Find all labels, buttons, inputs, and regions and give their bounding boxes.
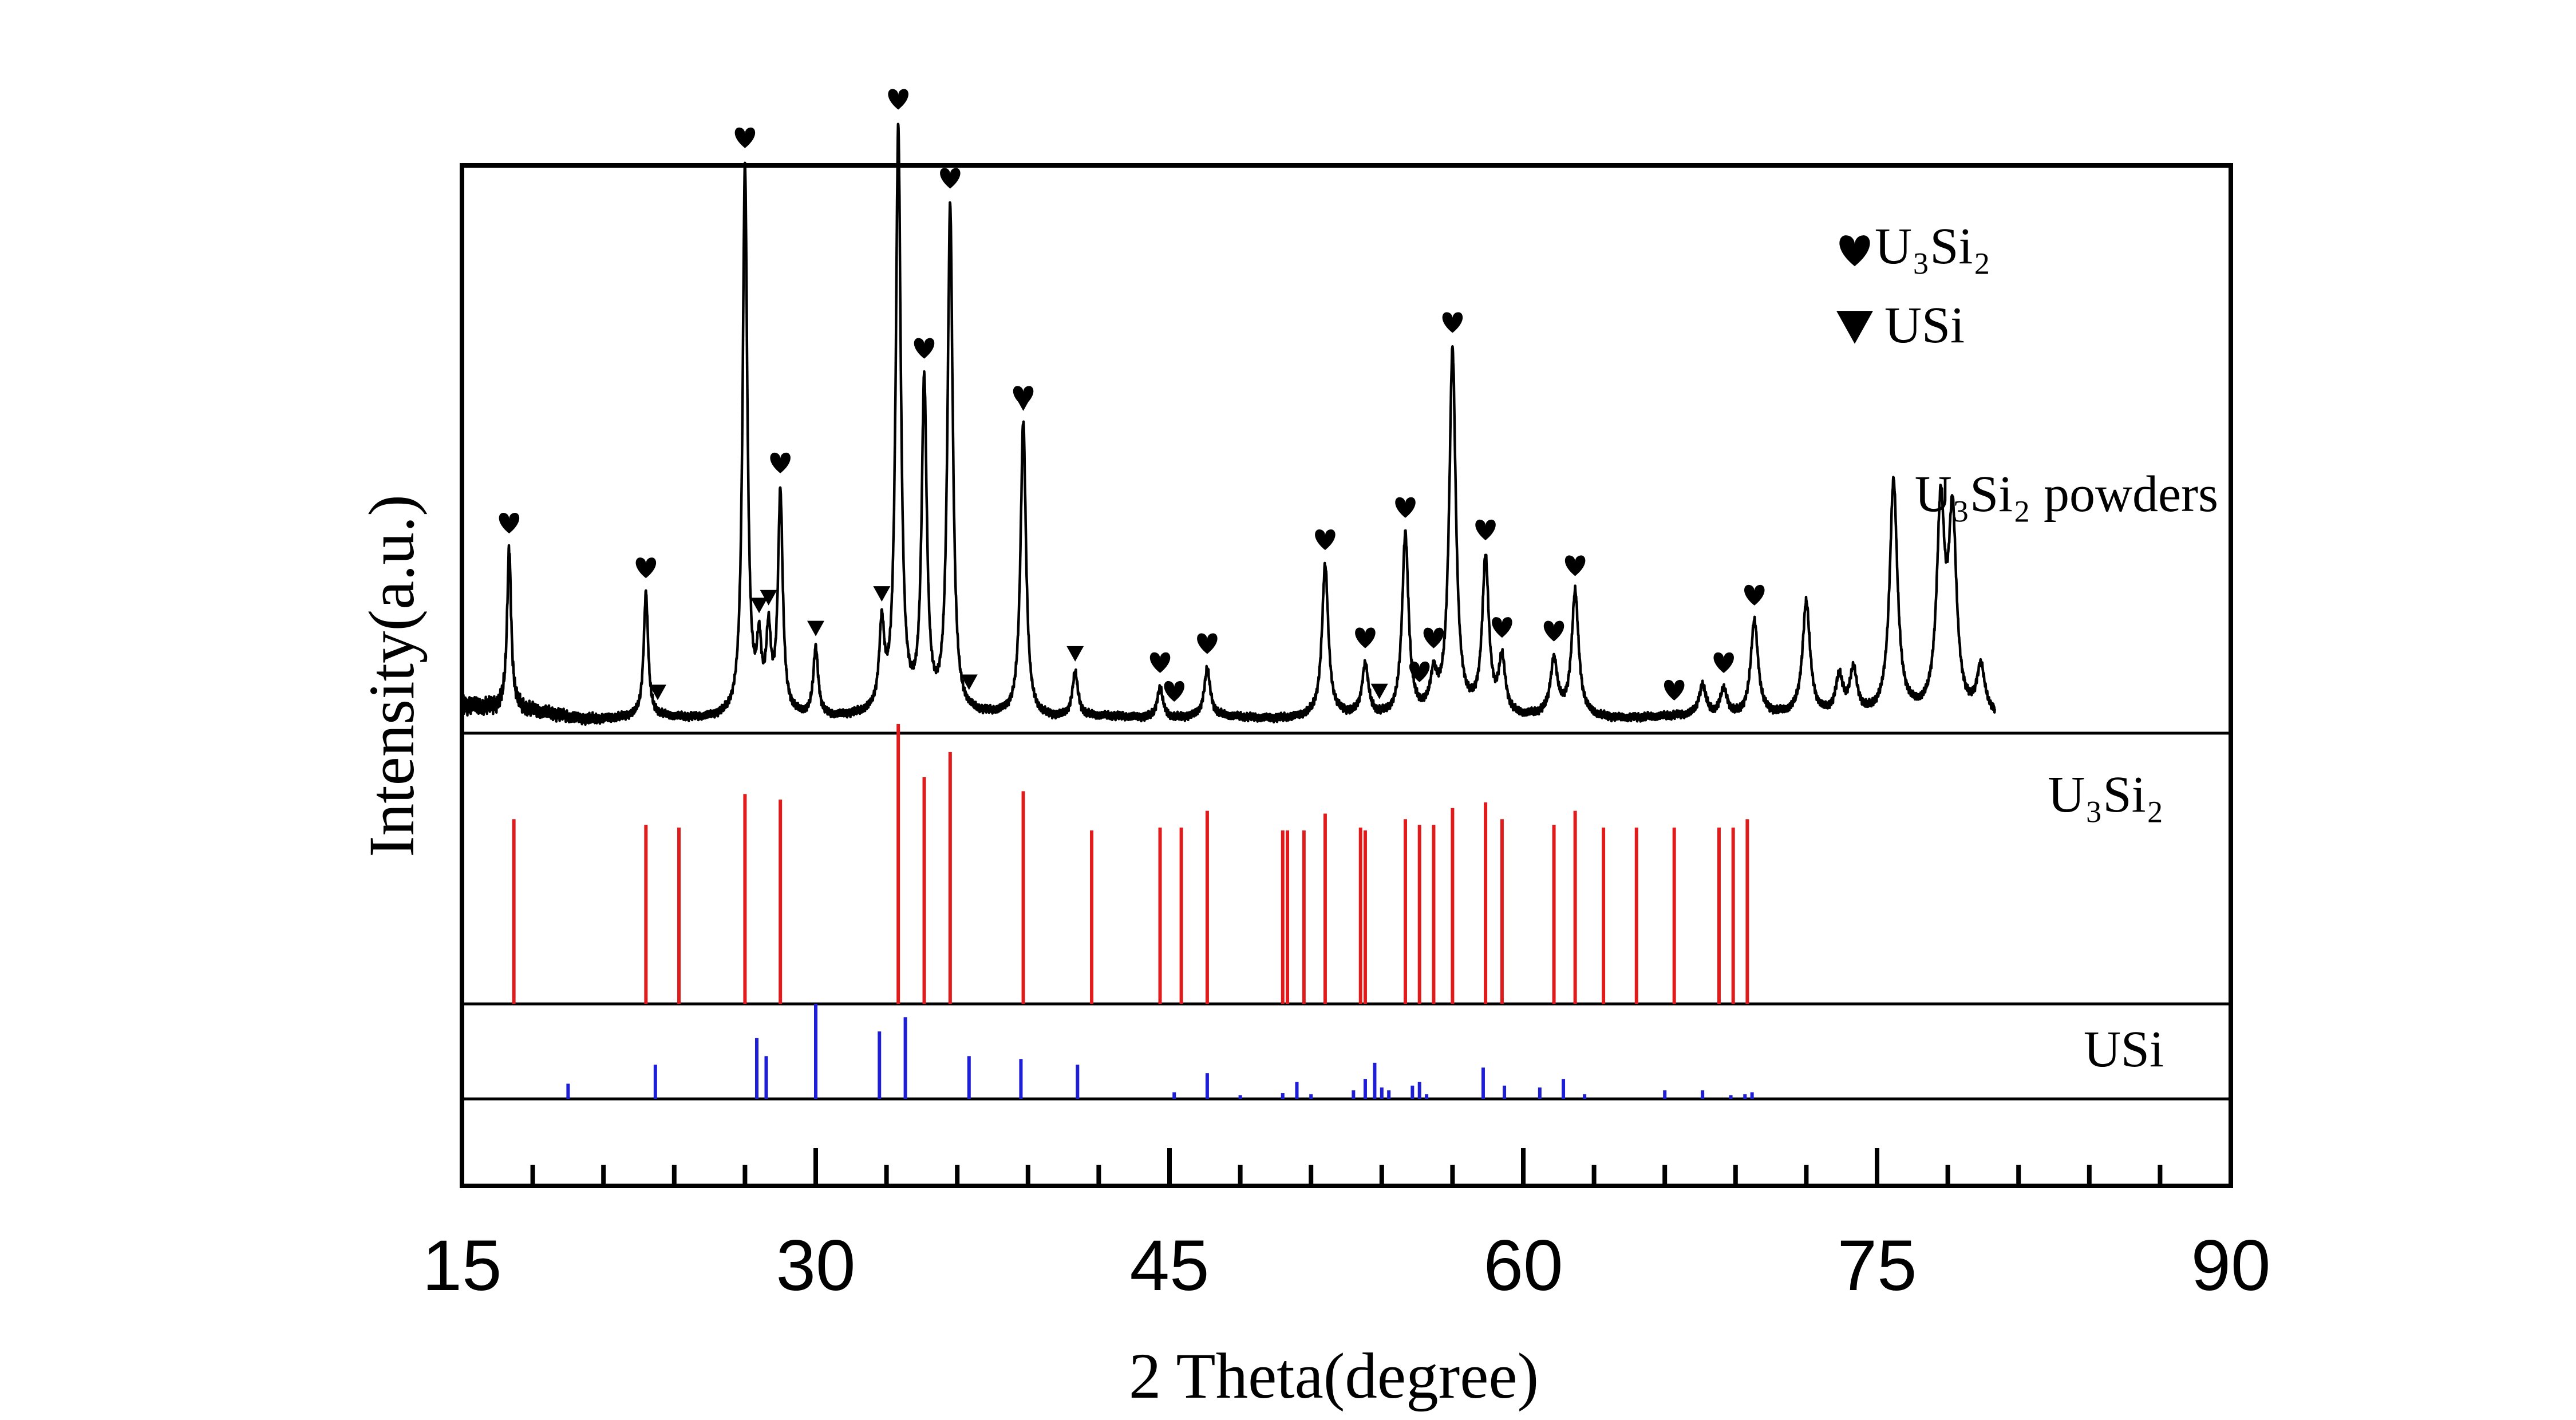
u3si2-heart-marker-22 [1664, 679, 1685, 701]
u3si2-heart-marker-11 [1197, 633, 1218, 654]
legend-heart-marker [1839, 235, 1870, 267]
u3si2-heart-marker-24 [1744, 584, 1765, 606]
usi-triangle-marker-5 [873, 586, 891, 602]
x-axis-ticks [460, 1148, 2233, 1186]
phase-markers [499, 89, 1765, 702]
usi-triangle-marker-7 [1014, 395, 1032, 412]
u3si2-heart-marker-1 [499, 513, 520, 534]
plot-frame [460, 163, 2233, 1188]
u3si2-heart-marker-4 [770, 452, 791, 473]
measured-pattern [460, 122, 1996, 726]
u3si2-reference-sticks [512, 724, 1749, 1004]
usi-reference-sticks [566, 1004, 1754, 1099]
usi-triangle-marker-4 [807, 620, 824, 636]
u3si2-heart-marker-19 [1492, 617, 1512, 638]
u3si2-heart-marker-10 [1164, 681, 1184, 702]
panel-label-powders: U₃Si₂ powders [1915, 466, 2218, 523]
usi-triangle-marker-1 [649, 685, 666, 701]
legend-label-u3si2: U₃Si₂ [1875, 218, 1991, 275]
pattern-line [460, 122, 1996, 726]
legend-label-usi: USi [1884, 297, 1965, 354]
u3si2-heart-marker-5 [888, 89, 908, 110]
panel-label-usi: USi [2084, 1021, 2164, 1078]
legend-triangle-marker [1836, 311, 1873, 344]
u3si2-heart-marker-7 [940, 168, 961, 189]
u3si2-heart-marker-20 [1543, 620, 1564, 642]
u3si2-heart-marker-13 [1355, 627, 1376, 648]
u3si2-heart-marker-14 [1395, 497, 1416, 518]
u3si2-heart-marker-9 [1149, 652, 1171, 673]
usi-triangle-marker-6 [960, 674, 978, 690]
y-axis-label: Intensity(a.u.) [356, 495, 428, 857]
x-tick-label-30: 30 [776, 1226, 855, 1306]
x-tick-label-90: 90 [2191, 1226, 2270, 1306]
usi-triangle-marker-2 [750, 598, 768, 614]
u3si2-heart-marker-16 [1423, 627, 1444, 648]
u3si2-heart-marker-15 [1409, 661, 1430, 682]
u3si2-heart-marker-17 [1442, 312, 1463, 333]
u3si2-heart-marker-18 [1475, 519, 1496, 540]
x-tick-label-15: 15 [422, 1226, 501, 1306]
u3si2-heart-marker-21 [1564, 555, 1586, 576]
x-axis-label: 2 Theta(degree) [1129, 1340, 1539, 1412]
x-tick-label-75: 75 [1837, 1226, 1917, 1306]
usi-triangle-marker-3 [760, 590, 777, 606]
u3si2-heart-marker-6 [914, 338, 935, 359]
panel-label-u3si2: U₃Si₂ [2048, 766, 2164, 823]
x-axis-tick-labels: 15 30 45 60 75 90 [422, 1226, 2270, 1306]
u3si2-heart-marker-3 [734, 127, 756, 148]
usi-triangle-marker-8 [1066, 646, 1084, 662]
u3si2-heart-marker-12 [1315, 529, 1336, 550]
legend: U₃Si₂ USi [1836, 218, 1991, 354]
x-tick-label-45: 45 [1129, 1226, 1209, 1306]
usi-triangle-marker-9 [1370, 683, 1388, 699]
u3si2-heart-marker-2 [635, 557, 657, 579]
x-tick-label-60: 60 [1483, 1226, 1563, 1306]
u3si2-heart-marker-23 [1713, 652, 1734, 673]
